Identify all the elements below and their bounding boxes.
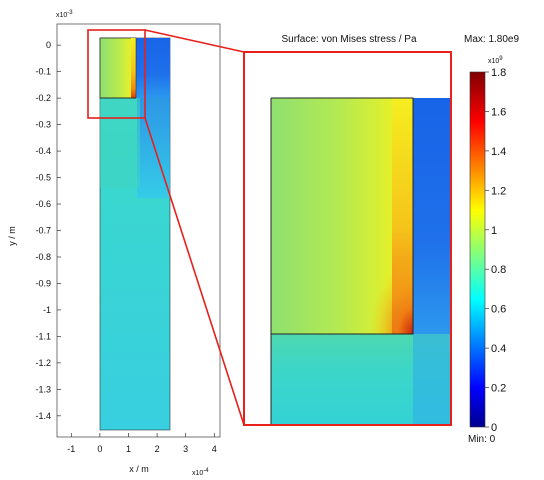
upper-mid-field xyxy=(100,98,140,188)
zoom-connector-bottom xyxy=(144,117,245,426)
y-axis-exponent: x10-3 xyxy=(56,10,73,19)
y-tick-label: -0.2 xyxy=(35,93,51,103)
colorbar-tick-label: 0.6 xyxy=(491,304,506,316)
y-tick-label: -1.1 xyxy=(35,331,51,341)
colorbar-max-label: Max: 1.80e9 xyxy=(464,34,519,45)
y-tick-label: -1.4 xyxy=(35,411,51,421)
x-tick-label: 2 xyxy=(155,444,160,454)
x-tick-label: -1 xyxy=(67,444,75,454)
y-axis-ticks: 0 -0.1 -0.2 -0.3 -0.4 -0.5 -0.6 -0.7 -0.8 -0.9 -1 -… xyxy=(35,40,61,421)
inner-block xyxy=(99,37,137,99)
x-tick-label: 3 xyxy=(183,444,188,454)
y-tick-label: -0.1 xyxy=(35,67,51,77)
colorbar-tick-label: 0.4 xyxy=(491,343,506,355)
zoom-connector-top xyxy=(144,29,245,53)
y-tick-label: -1 xyxy=(43,305,51,315)
x-tick-label: 1 xyxy=(126,444,131,454)
plot-title: Surface: von Mises stress / Pa xyxy=(281,34,416,45)
y-tick-label: -0.3 xyxy=(35,120,51,130)
y-tick-label: -0.8 xyxy=(35,252,51,262)
x-axis-ticks: -1 0 1 2 3 4 xyxy=(67,433,217,454)
colorbar: Max: 1.80e9 x109 0 0.2 0.4 0.6 0.8 1 1.2 1.4 1.6… xyxy=(464,34,519,445)
colorbar-tick-label: 1.8 xyxy=(491,67,506,79)
inner-block-right xyxy=(136,38,170,98)
inner-hot-strip xyxy=(131,38,136,98)
zoom-selection-box xyxy=(87,29,146,119)
y-tick-label: -1.3 xyxy=(35,384,51,394)
x-axis-exponent: x10-4 xyxy=(192,468,209,477)
zoom-inner-outline xyxy=(271,97,414,335)
colorbar-min-label: Min: 0 xyxy=(468,434,496,445)
colorbar-tick-label: 1.6 xyxy=(491,106,506,118)
domain-surface xyxy=(99,37,171,431)
zoom-right-lower-field xyxy=(413,334,451,425)
colorbar-ticks: 0 0.2 0.4 0.6 0.8 1 1.2 1.4 1.6 1.8 xyxy=(485,67,506,434)
x-tick-label: 0 xyxy=(97,444,102,454)
x-axis-label: x / m xyxy=(129,464,149,474)
zoom-right-field xyxy=(413,98,451,334)
zoom-inset xyxy=(243,51,452,426)
y-tick-label: -0.9 xyxy=(35,278,51,288)
colorbar-gradient xyxy=(469,71,486,428)
zoom-hot-corner xyxy=(370,260,413,334)
y-tick-label: -0.6 xyxy=(35,199,51,209)
y-tick-label: -0.7 xyxy=(35,226,51,236)
colorbar-exponent: x109 xyxy=(488,56,503,65)
x-tick-label: 4 xyxy=(212,444,217,454)
y-axis-label: y / m xyxy=(7,226,17,246)
y-tick-label: -1.2 xyxy=(35,358,51,368)
y-tick-label: 0 xyxy=(46,40,51,50)
colorbar-tick-label: 0.2 xyxy=(491,383,506,395)
y-tick-label: -0.5 xyxy=(35,173,51,183)
zoom-inset-frame xyxy=(243,51,452,426)
colorbar-tick-label: 0 xyxy=(491,422,497,434)
colorbar-tick-label: 1.2 xyxy=(491,185,506,197)
y-tick-label: -0.4 xyxy=(35,146,51,156)
colorbar-tick-label: 0.8 xyxy=(491,264,506,276)
colorbar-tick-label: 1.4 xyxy=(491,146,506,158)
colorbar-tick-label: 1 xyxy=(491,225,497,237)
